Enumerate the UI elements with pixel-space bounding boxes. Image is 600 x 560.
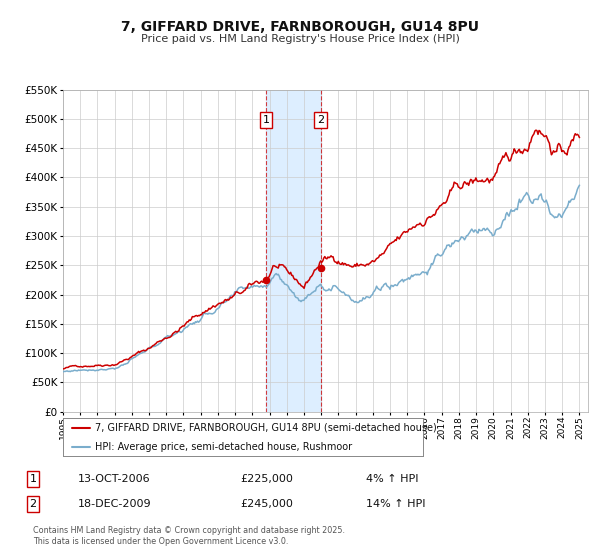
Text: 14% ↑ HPI: 14% ↑ HPI (366, 499, 425, 509)
Text: HPI: Average price, semi-detached house, Rushmoor: HPI: Average price, semi-detached house,… (95, 442, 353, 452)
Text: 1: 1 (262, 115, 269, 125)
Text: 2: 2 (29, 499, 37, 509)
Text: 4% ↑ HPI: 4% ↑ HPI (366, 474, 419, 484)
Text: 18-DEC-2009: 18-DEC-2009 (78, 499, 152, 509)
Text: Price paid vs. HM Land Registry's House Price Index (HPI): Price paid vs. HM Land Registry's House … (140, 34, 460, 44)
Text: £225,000: £225,000 (240, 474, 293, 484)
Text: 2: 2 (317, 115, 324, 125)
Text: This data is licensed under the Open Government Licence v3.0.: This data is licensed under the Open Gov… (33, 537, 289, 546)
Text: 7, GIFFARD DRIVE, FARNBOROUGH, GU14 8PU (semi-detached house): 7, GIFFARD DRIVE, FARNBOROUGH, GU14 8PU … (95, 423, 437, 433)
Text: Contains HM Land Registry data © Crown copyright and database right 2025.: Contains HM Land Registry data © Crown c… (33, 526, 345, 535)
Text: 1: 1 (29, 474, 37, 484)
Text: 13-OCT-2006: 13-OCT-2006 (78, 474, 151, 484)
Text: 7, GIFFARD DRIVE, FARNBOROUGH, GU14 8PU: 7, GIFFARD DRIVE, FARNBOROUGH, GU14 8PU (121, 20, 479, 34)
Text: £245,000: £245,000 (240, 499, 293, 509)
Bar (266, 90, 320, 412)
